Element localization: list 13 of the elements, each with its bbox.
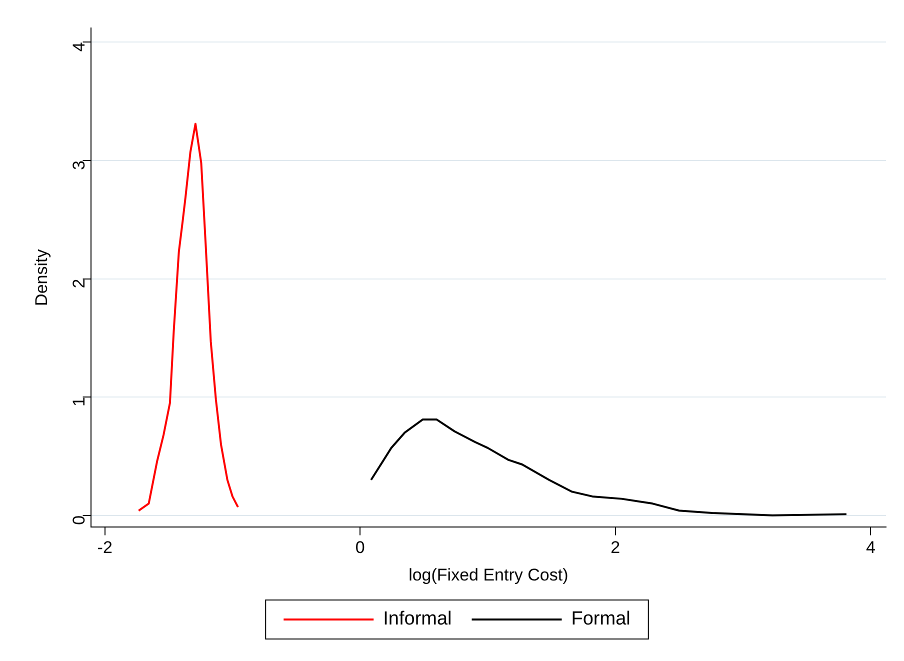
x-tick-label: 4 bbox=[866, 538, 876, 558]
y-tick-label: 1 bbox=[69, 397, 88, 407]
x-tick-label: -2 bbox=[97, 538, 112, 558]
y-tick-label: 0 bbox=[69, 515, 88, 525]
y-axis-title: Density bbox=[32, 248, 51, 306]
legend-label: Formal bbox=[571, 608, 630, 630]
x-axis-title: log(Fixed Entry Cost) bbox=[408, 565, 568, 584]
x-tick-label: 0 bbox=[355, 538, 365, 558]
y-tick-label: 4 bbox=[69, 42, 88, 52]
y-tick-label: 3 bbox=[69, 160, 88, 170]
x-tick-label: 2 bbox=[610, 538, 620, 558]
y-tick-label: 2 bbox=[69, 278, 88, 288]
legend-label: Informal bbox=[383, 608, 452, 630]
